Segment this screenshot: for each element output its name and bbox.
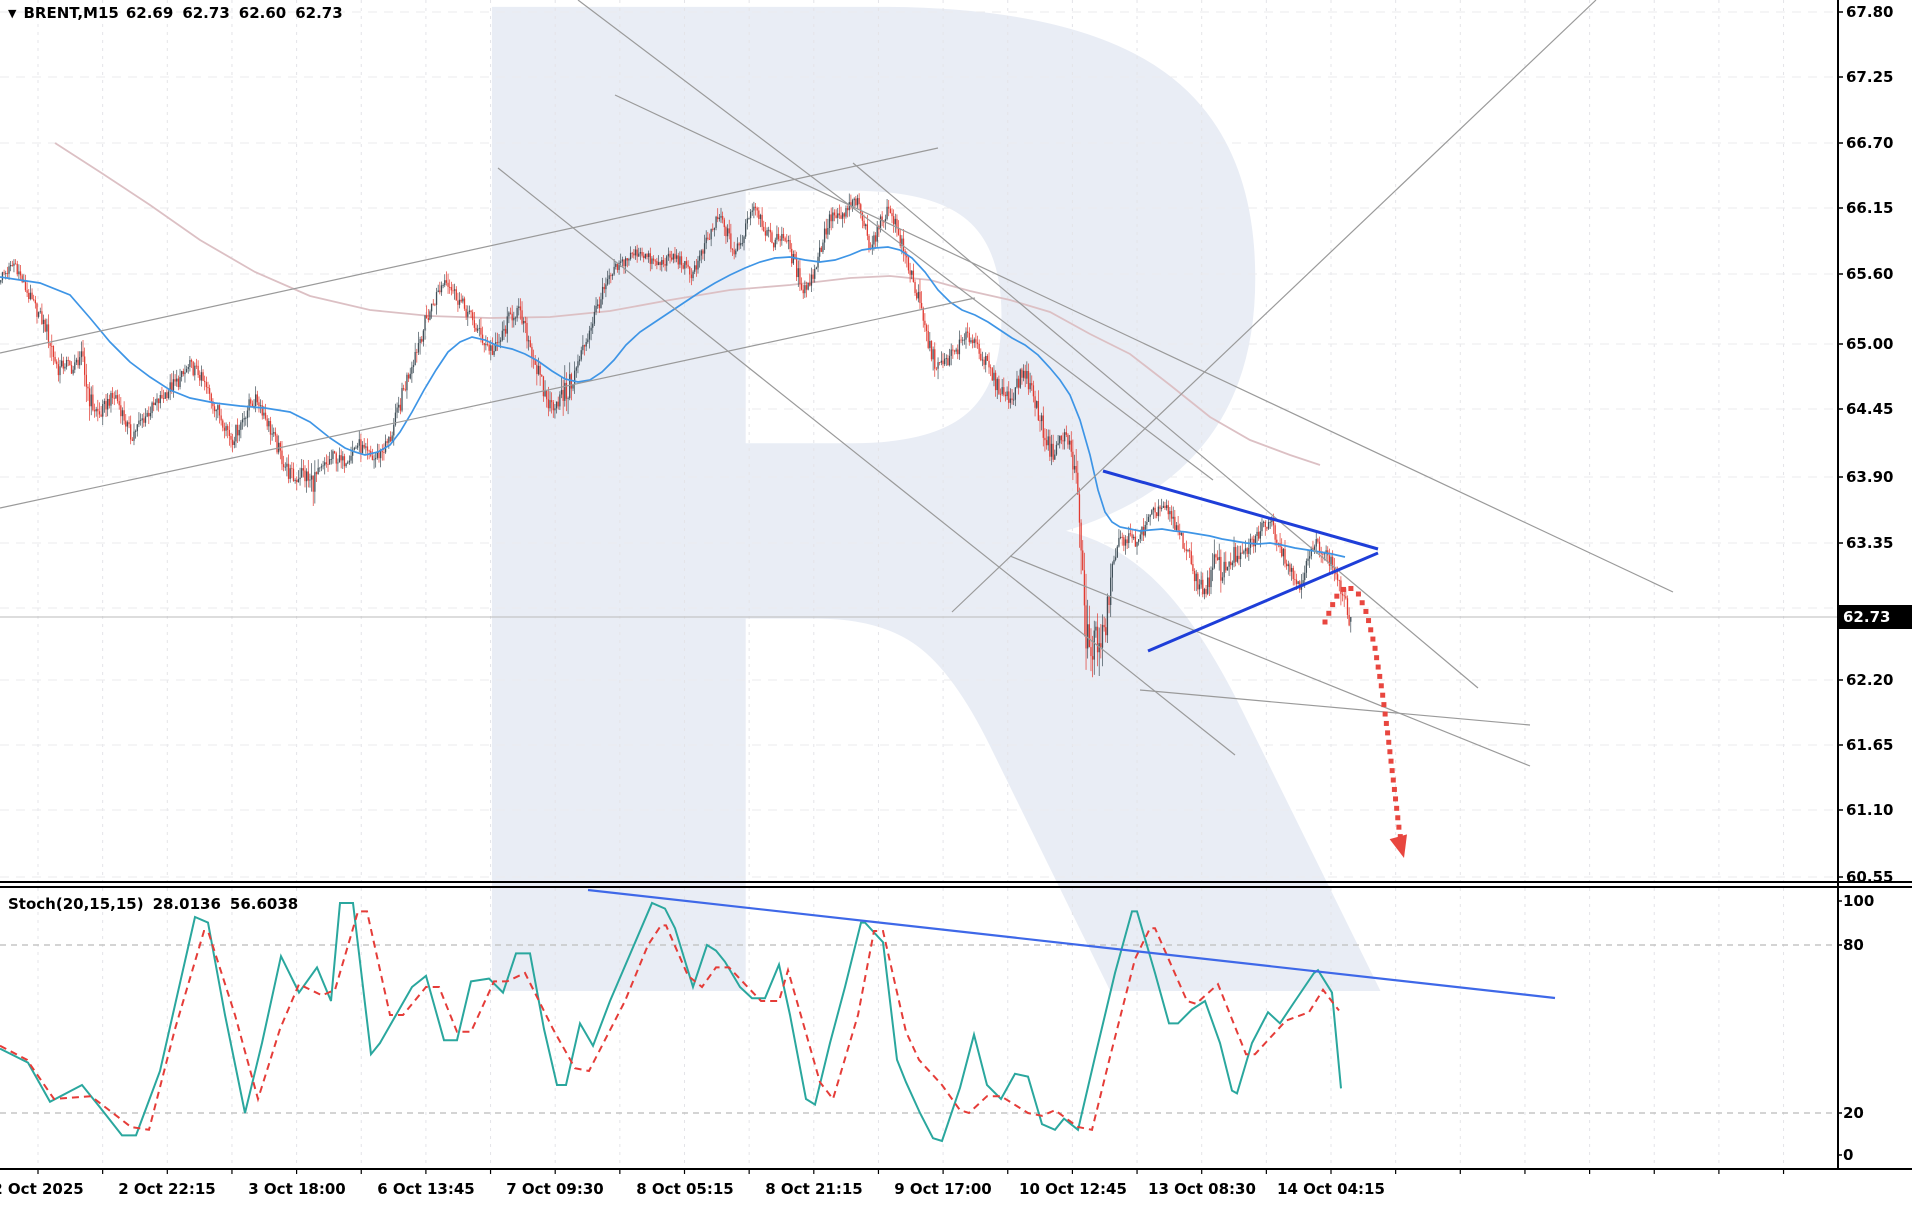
price-axis-label: 61.65 bbox=[1846, 736, 1894, 754]
fast-ma-line bbox=[0, 246, 1346, 558]
price-axis-label: 64.45 bbox=[1846, 400, 1894, 418]
time-axis-label: 2 Oct 2025 bbox=[0, 1180, 84, 1198]
price-axis-label: 63.35 bbox=[1846, 534, 1894, 552]
ohlc-high: 62.73 bbox=[182, 4, 230, 22]
time-axis-label: 13 Oct 08:30 bbox=[1148, 1180, 1256, 1198]
time-axis-label: 9 Oct 17:00 bbox=[894, 1180, 992, 1198]
ohlc-low: 62.60 bbox=[238, 4, 287, 22]
time-axis-label: 7 Oct 09:30 bbox=[506, 1180, 604, 1198]
time-axis-label: 2 Oct 22:15 bbox=[118, 1180, 216, 1198]
stochastic-series bbox=[0, 901, 1342, 1143]
grid-lines bbox=[0, 0, 1836, 1168]
watermark-letter: R bbox=[368, 0, 1408, 1210]
stoch-name: Stoch(20,15,15) bbox=[8, 895, 144, 913]
slow-ma-line bbox=[54, 142, 1321, 466]
triangle-pattern bbox=[1102, 469, 1379, 653]
ohlc-close: 62.73 bbox=[295, 4, 343, 22]
chart-header: ▼ BRENT,M15 62.69 62.73 62.60 62.73 bbox=[8, 4, 343, 22]
time-axis-label: 3 Oct 18:00 bbox=[248, 1180, 346, 1198]
stoch-signal-value: 56.6038 bbox=[229, 895, 299, 913]
stoch-indicator-label: Stoch(20,15,15) 28.0136 56.6038 bbox=[8, 895, 298, 913]
stoch-axis-label: 100 bbox=[1843, 892, 1875, 910]
time-axis-label: 8 Oct 21:15 bbox=[765, 1180, 863, 1198]
stoch-trendline bbox=[587, 888, 1556, 1000]
time-axis-label: 14 Oct 04:15 bbox=[1277, 1180, 1385, 1198]
symbol-dropdown-icon[interactable]: ▼ bbox=[8, 6, 17, 20]
stoch-axis-label: 0 bbox=[1843, 1146, 1854, 1164]
ohlc-open: 62.69 bbox=[125, 4, 174, 22]
stoch-axis-label: 80 bbox=[1843, 936, 1864, 954]
price-axis-label: 63.90 bbox=[1846, 468, 1894, 486]
gray-trendlines bbox=[0, 0, 1674, 767]
price-axis-label: 66.70 bbox=[1846, 134, 1894, 152]
time-axis-label: 8 Oct 05:15 bbox=[636, 1180, 734, 1198]
projection-arrow bbox=[1322, 585, 1407, 858]
symbol-timeframe-label: BRENT,M15 bbox=[23, 4, 119, 22]
stoch-main-value: 28.0136 bbox=[152, 895, 221, 913]
price-axis-label: 67.25 bbox=[1846, 68, 1894, 86]
stoch-axis-label: 20 bbox=[1843, 1104, 1864, 1122]
price-axis-label: 65.00 bbox=[1846, 335, 1894, 353]
time-axis-label: 6 Oct 13:45 bbox=[377, 1180, 475, 1198]
time-axis-label: 10 Oct 12:45 bbox=[1019, 1180, 1127, 1198]
price-axis-label: 66.15 bbox=[1846, 199, 1894, 217]
candlestick-series bbox=[0, 193, 1352, 678]
axis-frame bbox=[0, 0, 1912, 1174]
price-axis-label: 67.80 bbox=[1846, 3, 1894, 21]
current-price-badge: 62.73 bbox=[1838, 605, 1912, 629]
price-axis-label: 60.55 bbox=[1846, 868, 1894, 886]
price-axis-label: 62.20 bbox=[1846, 671, 1894, 689]
price-axis-label: 61.10 bbox=[1846, 801, 1894, 819]
price-axis-label: 65.60 bbox=[1846, 265, 1894, 283]
